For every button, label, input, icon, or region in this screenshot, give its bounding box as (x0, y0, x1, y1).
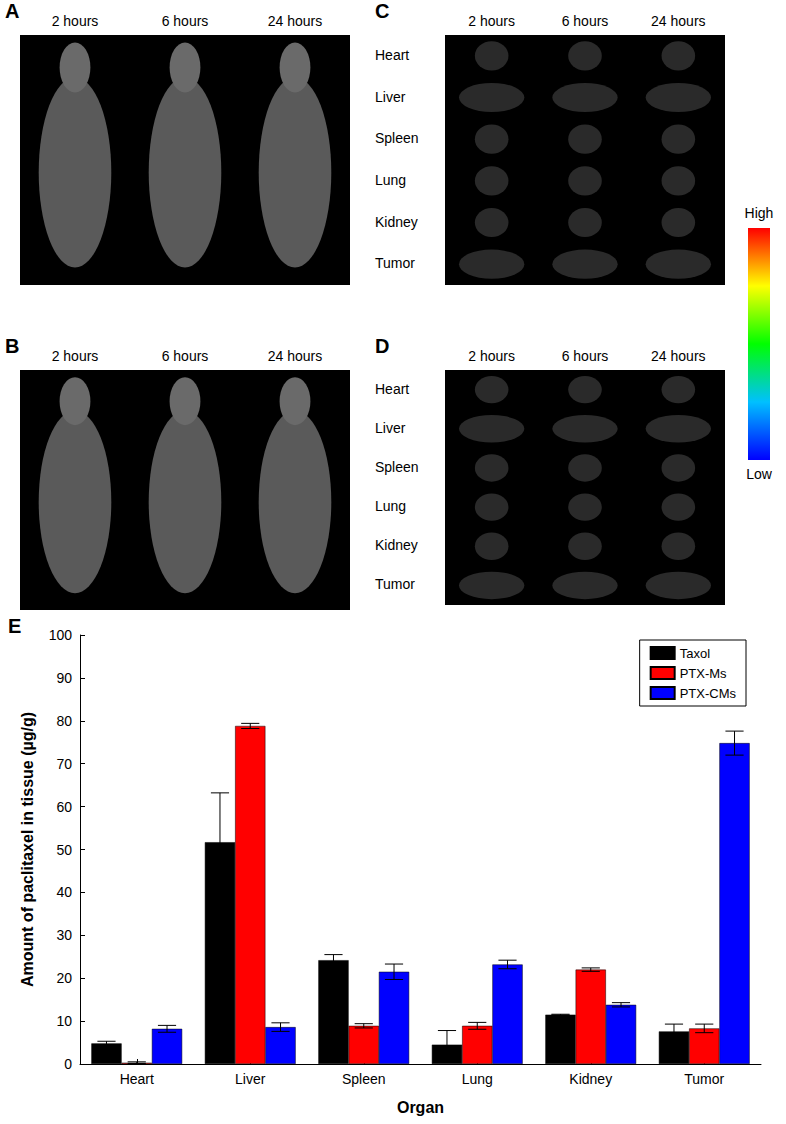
html-text:6 hours: 6 hours (561, 348, 609, 364)
svg-text:20: 20 (56, 970, 72, 986)
html-text:6 hours: 6 hours (561, 13, 609, 29)
html-text:2 hours: 2 hours (468, 348, 515, 364)
html-text:6 hours: 6 hours (161, 348, 209, 364)
html-text:Liver: Liver (375, 419, 406, 436)
html-text:High: High (744, 205, 774, 221)
svg-text:PTX-Ms: PTX-Ms (680, 666, 727, 681)
svg-text:0: 0 (64, 1056, 72, 1072)
html-text:Spleen: Spleen (375, 130, 419, 147)
html-text:E: E (8, 615, 22, 637)
html-text:6 hours: 6 hours (161, 13, 209, 29)
svg-text:50: 50 (56, 842, 72, 858)
html-text:Spleen: Spleen (375, 458, 419, 475)
svg-text:Liver: Liver (235, 1071, 266, 1087)
svg-text:30: 30 (56, 927, 72, 943)
html-text:24 hours: 24 hours (267, 348, 323, 364)
svg-text:70: 70 (56, 756, 72, 772)
svg-text:PTX-CMs: PTX-CMs (680, 686, 737, 701)
svg-text:10: 10 (56, 1013, 72, 1029)
svg-text:Heart: Heart (120, 1071, 154, 1087)
html-text:Heart: Heart (375, 46, 410, 63)
svg-text:Lung: Lung (462, 1071, 493, 1087)
html-text:Lung: Lung (375, 171, 407, 188)
svg-text:Taxol: Taxol (680, 646, 710, 661)
html-text:24 hours: 24 hours (651, 348, 706, 364)
html-text:Low: Low (746, 466, 772, 482)
html-text:2 hours: 2 hours (51, 13, 99, 29)
svg-text:Tumor: Tumor (684, 1071, 724, 1087)
html-text:C: C (375, 0, 390, 22)
svg-text:Spleen: Spleen (342, 1071, 386, 1087)
svg-text:90: 90 (56, 670, 72, 686)
html-text:Tumor: Tumor (375, 255, 415, 272)
svg-text:Kidney: Kidney (569, 1071, 612, 1087)
html-text:Kidney: Kidney (375, 537, 418, 554)
html-text:24 hours: 24 hours (651, 13, 706, 29)
html-text:Kidney: Kidney (375, 213, 418, 230)
html-text:24 hours: 24 hours (267, 13, 323, 29)
svg-text:Amount of paclitaxel in tissue: Amount of paclitaxel in tissue (µg/g) (19, 712, 36, 987)
html-text:Tumor: Tumor (375, 576, 415, 593)
html-text:D: D (375, 335, 390, 357)
svg-text:40: 40 (56, 884, 72, 900)
svg-text:60: 60 (56, 799, 72, 815)
html-text:Heart: Heart (375, 380, 410, 397)
html-text:Liver: Liver (375, 88, 406, 105)
html-text:2 hours: 2 hours (468, 13, 515, 29)
html-text:Lung: Lung (375, 498, 407, 515)
html-text:A: A (5, 0, 20, 22)
svg-text:100: 100 (49, 627, 73, 643)
html-text:2 hours: 2 hours (51, 348, 99, 364)
html-text:B: B (5, 335, 20, 357)
svg-text:Organ: Organ (397, 1099, 444, 1116)
svg-text:80: 80 (56, 713, 72, 729)
